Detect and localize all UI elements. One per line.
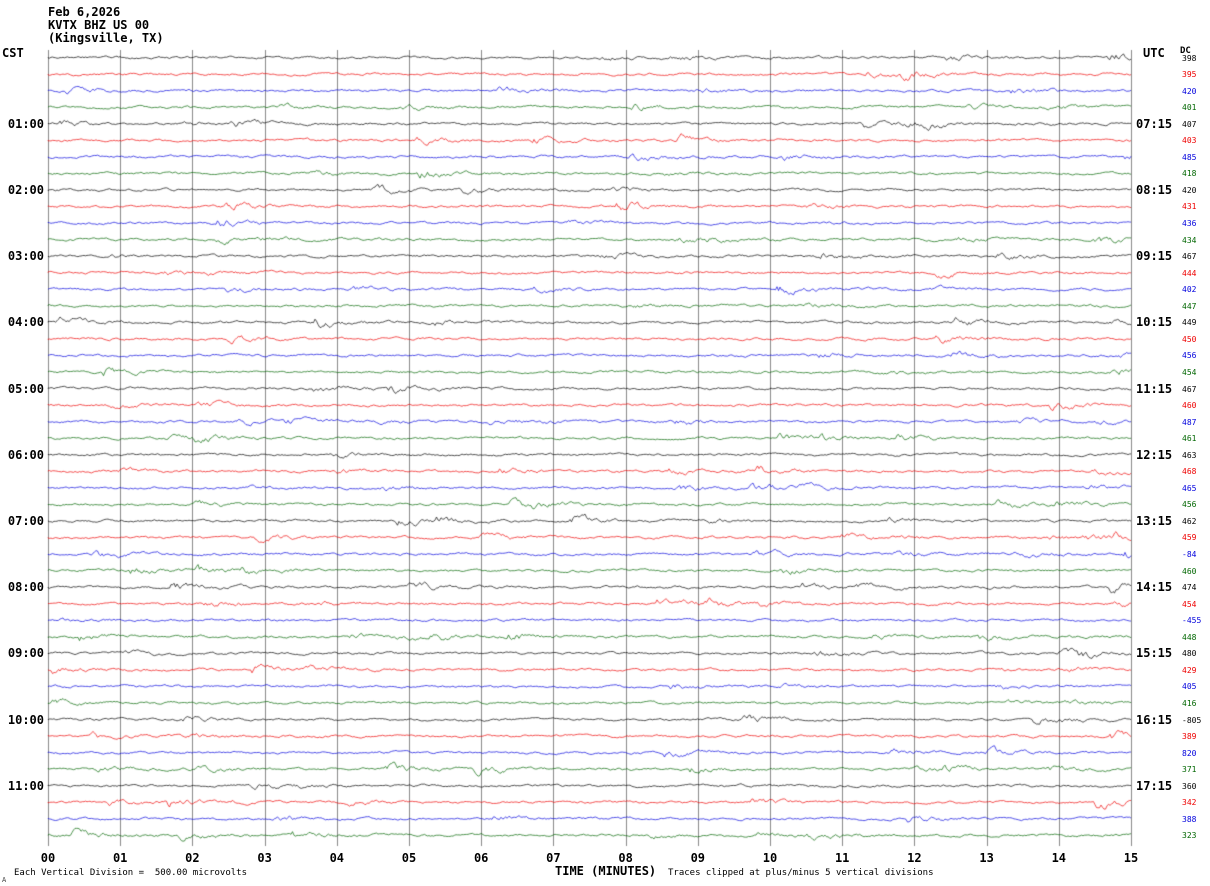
dc-value: 467 xyxy=(1182,384,1197,394)
dc-value: 468 xyxy=(1182,467,1197,477)
utc-label-14-15: 14:15 xyxy=(1136,580,1173,595)
utc-label-13-15: 13:15 xyxy=(1136,513,1173,528)
x-tick-08: 08 xyxy=(618,851,633,865)
dc-value: 402 xyxy=(1182,285,1197,295)
x-tick-05: 05 xyxy=(401,851,417,865)
x-tick-00: 00 xyxy=(40,851,56,865)
dc-value: 465 xyxy=(1182,483,1197,493)
dc-value: 474 xyxy=(1182,583,1197,593)
dc-value: 403 xyxy=(1182,136,1197,146)
dc-value: 420 xyxy=(1182,185,1197,195)
utc-label-11-15: 11:15 xyxy=(1136,381,1173,396)
dc-value: 371 xyxy=(1182,765,1197,775)
x-tick-12: 12 xyxy=(907,851,922,865)
dc-value: 448 xyxy=(1182,632,1197,642)
dc-value: 460 xyxy=(1182,401,1197,411)
scale-note: Each Vertical Division = 500.00 microvol… xyxy=(14,868,247,878)
dc-value: 461 xyxy=(1182,434,1197,444)
cst-label-04-00: 04:00 xyxy=(7,315,44,330)
dc-value: 418 xyxy=(1182,169,1197,179)
utc-label-08-15: 08:15 xyxy=(1136,182,1173,197)
header-station: KVTX BHZ US 00 xyxy=(48,18,150,32)
x-tick-07: 07 xyxy=(546,851,561,865)
dc-value: 395 xyxy=(1182,70,1197,80)
dc-value: 405 xyxy=(1182,682,1197,692)
dc-value: 454 xyxy=(1182,367,1197,377)
x-tick-13: 13 xyxy=(979,851,994,865)
dc-value: -455 xyxy=(1182,616,1202,626)
cst-label-02-00: 02:00 xyxy=(7,182,44,197)
x-tick-10: 10 xyxy=(762,851,778,865)
cst-label-08-00: 08:00 xyxy=(7,580,44,595)
x-tick-06: 06 xyxy=(473,851,489,865)
dc-value: 342 xyxy=(1182,798,1197,808)
dc-value: 444 xyxy=(1182,268,1197,278)
utc-label-16-15: 16:15 xyxy=(1136,712,1173,727)
dc-value: -805 xyxy=(1182,715,1202,725)
x-tick-14: 14 xyxy=(1051,851,1067,865)
header-date: Feb 6,2026 xyxy=(48,5,121,19)
dc-value: 459 xyxy=(1182,533,1197,543)
clip-note: Traces clipped at plus/minus 5 vertical … xyxy=(668,868,934,878)
dc-value: 398 xyxy=(1182,53,1197,63)
utc-label-15-15: 15:15 xyxy=(1136,646,1173,661)
dc-value: 323 xyxy=(1182,831,1197,841)
dc-value: 463 xyxy=(1182,450,1197,460)
dc-value: 447 xyxy=(1182,301,1197,311)
utc-label-09-15: 09:15 xyxy=(1136,249,1173,264)
dc-value: 456 xyxy=(1182,500,1197,510)
dc-value: 454 xyxy=(1182,599,1197,609)
dc-offset-label: DC xyxy=(1180,46,1191,56)
corner-mark: A xyxy=(2,876,7,884)
dc-value: 436 xyxy=(1182,219,1197,228)
cst-label-06-00: 06:00 xyxy=(7,447,44,462)
cst-label-11-00: 11:00 xyxy=(7,778,44,793)
cst-label-03-00: 03:00 xyxy=(7,249,44,264)
dc-value: 467 xyxy=(1182,252,1197,262)
dc-value: 434 xyxy=(1182,235,1197,245)
header-location: (Kingsville, TX) xyxy=(48,31,164,45)
dc-value: 449 xyxy=(1182,318,1197,328)
utc-label-07-15: 07:15 xyxy=(1136,116,1173,131)
dc-value: 480 xyxy=(1182,649,1197,659)
dc-value: 485 xyxy=(1182,152,1197,162)
cst-label-07-00: 07:00 xyxy=(7,513,44,528)
dc-value: 420 xyxy=(1182,86,1197,96)
cst-label-05-00: 05:00 xyxy=(7,381,44,396)
right-timezone-label: UTC xyxy=(1143,46,1165,60)
dc-value: 460 xyxy=(1182,566,1197,576)
x-tick-04: 04 xyxy=(329,851,345,865)
x-tick-15: 15 xyxy=(1123,851,1139,865)
dc-value: 456 xyxy=(1182,351,1197,361)
dc-value: 360 xyxy=(1182,781,1197,791)
dc-value: 462 xyxy=(1182,516,1197,526)
cst-label-10-00: 10:00 xyxy=(7,712,44,727)
x-tick-11: 11 xyxy=(834,851,850,865)
dc-value: 820 xyxy=(1182,748,1197,758)
dc-value: 429 xyxy=(1182,665,1197,675)
dc-value: 487 xyxy=(1182,417,1197,427)
x-axis-title: TIME (MINUTES) xyxy=(555,864,657,878)
dc-value: 416 xyxy=(1182,698,1197,708)
dc-value: 401 xyxy=(1182,103,1197,113)
dc-value: 388 xyxy=(1182,814,1197,824)
utc-label-10-15: 10:15 xyxy=(1136,315,1173,330)
utc-label-12-15: 12:15 xyxy=(1136,447,1173,462)
dc-value: 407 xyxy=(1182,119,1197,129)
dc-value: 450 xyxy=(1182,334,1197,344)
x-tick-09: 09 xyxy=(690,851,706,865)
dc-value: -84 xyxy=(1182,550,1197,559)
utc-label-17-15: 17:15 xyxy=(1136,778,1173,793)
left-timezone-label: CST xyxy=(2,46,24,60)
x-tick-02: 02 xyxy=(185,851,200,865)
cst-label-01-00: 01:00 xyxy=(7,116,44,131)
x-tick-01: 01 xyxy=(112,851,128,865)
dc-value: 389 xyxy=(1182,732,1197,742)
x-tick-03: 03 xyxy=(257,851,272,865)
dc-value: 431 xyxy=(1182,202,1197,212)
cst-label-09-00: 09:00 xyxy=(7,646,44,661)
